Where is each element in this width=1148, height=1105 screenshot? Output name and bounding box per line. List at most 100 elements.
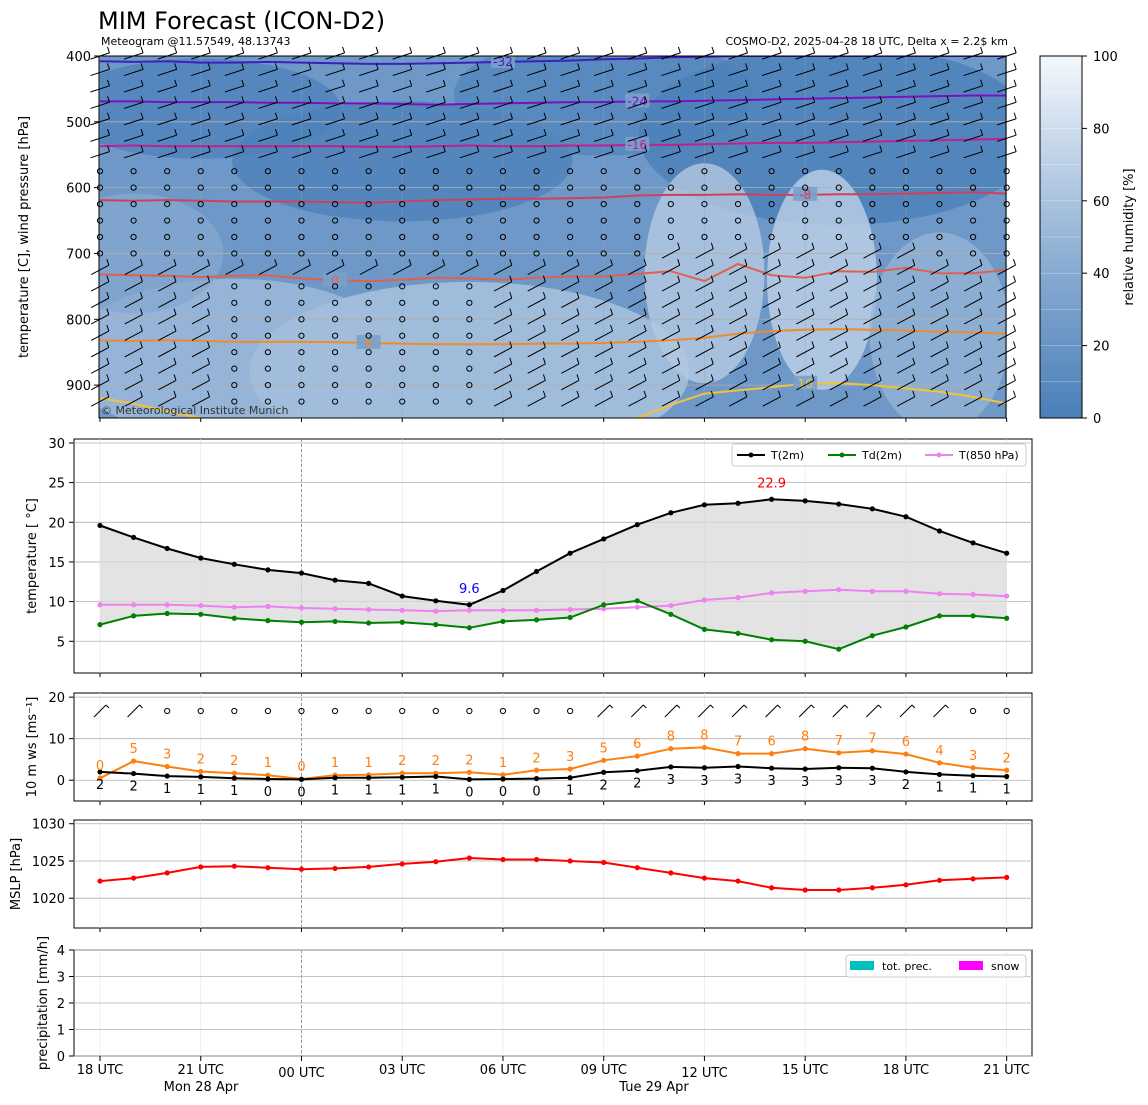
wind-barb-feather <box>442 259 446 266</box>
wind-barb-feather <box>207 374 211 381</box>
gust-point <box>265 772 271 778</box>
calm-wind-marker <box>902 233 910 241</box>
wind-barb <box>90 118 110 126</box>
wind-barb <box>661 264 680 276</box>
calm-wind-marker <box>869 233 876 241</box>
calm-wind-marker <box>231 233 238 241</box>
wind-barb <box>224 85 244 93</box>
wind-barb-feather <box>409 46 413 54</box>
wind-barb-feather <box>207 357 211 365</box>
calm-wind-marker <box>1003 707 1010 715</box>
wind-barb-feather <box>980 112 984 119</box>
td2m-point <box>332 618 338 625</box>
wind-barb <box>124 379 143 391</box>
wind-barb <box>728 101 748 109</box>
calm-wind-marker <box>667 168 674 175</box>
wind-barb-feather <box>577 63 581 70</box>
wind-barb-feather <box>241 79 245 86</box>
wind-barb-feather <box>1013 324 1016 332</box>
wind-barb-feather <box>812 63 816 70</box>
wind-barb-feather <box>879 96 883 103</box>
wind-barb <box>695 396 714 407</box>
calm-wind-marker <box>399 283 406 290</box>
mean-wind-point <box>735 763 741 770</box>
calm-wind-marker <box>365 365 372 372</box>
wind-barb-feather <box>643 390 647 398</box>
wind-barb-feather <box>643 259 647 266</box>
wind-barb <box>661 330 680 341</box>
wind-barb-feather <box>778 96 782 103</box>
wind-barb <box>829 134 849 142</box>
wind-barb <box>90 85 110 93</box>
wind-barb-feather <box>811 374 815 381</box>
wind-barb-feather <box>106 259 110 266</box>
y-tick-label: 0 <box>57 1050 65 1065</box>
wind-ylabel: 10 m ws [ms⁻¹] <box>25 697 40 798</box>
calm-wind-marker <box>466 283 473 290</box>
wind-barb-feather <box>878 275 882 282</box>
temperature-legend: T(2m) Td(2m) T(850 hPa) <box>731 443 1027 467</box>
calm-wind-marker <box>164 168 171 175</box>
wind-barb <box>896 347 915 358</box>
wind-barb-feather <box>912 79 916 86</box>
wind-barb <box>661 85 681 93</box>
td2m-point <box>668 611 674 617</box>
wind-barb-feather <box>744 357 748 365</box>
calm-wind-marker <box>197 168 204 175</box>
calm-wind-marker <box>1003 184 1010 191</box>
wind-barb-feather <box>945 259 949 266</box>
wind-barb-feather <box>711 96 715 103</box>
wind-barb <box>594 314 613 325</box>
wind-barb <box>594 151 614 159</box>
wind-barb-feather <box>342 96 346 103</box>
wind-barb <box>694 118 715 126</box>
wind-barb-feather <box>106 374 110 381</box>
wind-barb-feather <box>979 374 983 381</box>
t850-point <box>366 606 372 613</box>
legend-totprec-swatch <box>850 961 874 970</box>
x-tick-label: 03 UTC <box>379 1063 425 1078</box>
mslp-point <box>298 866 305 872</box>
isotherm-label-bg <box>793 186 818 201</box>
wind-barb <box>930 330 949 341</box>
wind-barb-feather <box>241 145 245 152</box>
wind-barb <box>628 363 647 374</box>
calm-wind-marker <box>701 168 708 175</box>
wind-barb <box>358 68 379 77</box>
isotherm-label: -24 <box>627 94 647 108</box>
wind-barb <box>896 151 916 159</box>
wind-barb <box>325 118 345 126</box>
td2m-point <box>567 614 573 621</box>
calm-wind-marker <box>331 184 339 191</box>
wind-barb-feather <box>644 96 648 103</box>
wind-barb-feather <box>812 112 816 119</box>
wind-barb <box>832 704 846 718</box>
wind-barb-feather <box>845 275 849 282</box>
wind-barb-feather <box>207 63 211 70</box>
mean-wind-point <box>164 773 170 779</box>
mean-wind-value-label: 2 <box>600 778 608 793</box>
wind-barb-feather <box>643 341 647 348</box>
wind-barb-feather <box>107 145 110 152</box>
temperature-panel: 5 10 15 20 25 30 22.9 9.6 temperature [ °C] T(2… <box>25 437 1033 674</box>
wind-barb-feather <box>375 79 379 86</box>
wind-barb <box>459 134 480 142</box>
wind-barb-feather <box>643 357 647 365</box>
gust-point <box>1004 767 1010 773</box>
extreme-label: 22.9 <box>757 476 786 491</box>
calm-wind-marker <box>667 233 674 241</box>
wind-barb-feather <box>980 79 984 86</box>
t2m-point <box>399 593 405 599</box>
wind-barb <box>694 68 715 77</box>
t850-point <box>1004 593 1010 599</box>
wind-barb-feather <box>845 129 849 136</box>
wind-barb-feather <box>945 308 949 315</box>
wind-barb-feather <box>107 79 110 86</box>
wind-barb <box>526 118 547 126</box>
wind-barb-feather <box>342 63 346 70</box>
wind-barb <box>627 118 647 126</box>
wind-barb-feather <box>642 704 647 709</box>
t2m-point <box>735 500 741 506</box>
calm-wind-marker <box>298 250 305 257</box>
gust-point <box>567 766 573 772</box>
